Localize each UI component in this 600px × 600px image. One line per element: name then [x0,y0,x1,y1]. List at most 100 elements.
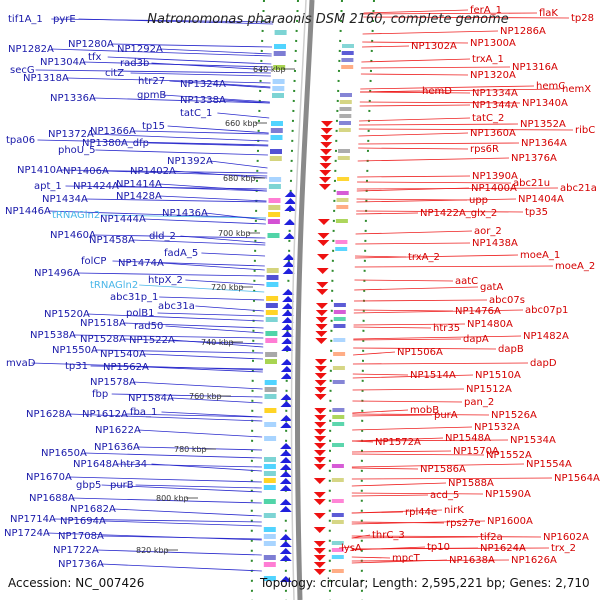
left-gene-label: NP1688A [29,493,75,504]
feature-block [339,121,351,125]
left-connector [66,77,271,84]
right-connector [362,45,410,48]
right-gene-label: NP1286A [500,26,546,37]
reverse-strand-arrow [314,429,327,435]
right-gene-label: NP1438A [472,238,518,249]
feature-block [265,303,278,308]
right-gene-label: tif2a [480,532,503,543]
feature-block [263,499,276,504]
left-gene-label: NP1406A [63,166,109,177]
reverse-strand-arrow [317,233,330,239]
right-gene-label: abc21a [560,183,597,194]
right-gene-label: mobB [410,405,439,416]
feature-block [332,422,345,426]
left-connector [169,80,271,89]
left-connector [37,139,269,146]
left-gene-label: NP1428A [116,191,162,202]
left-connector [151,62,272,71]
right-connector [353,309,454,312]
left-gene-label: NP1366A [90,126,136,137]
reverse-strand-arrow [313,478,326,484]
right-gene-label: NP1400A [471,183,517,194]
right-gene-label: hemC [536,81,565,92]
left-gene-label: NP1336A [50,93,96,104]
forward-strand-arrow [280,401,293,407]
right-gene-label: acd_5 [430,490,459,501]
forward-strand-arrow [279,457,292,463]
feature-block [332,443,344,447]
left-gene-label: NP1324A [180,79,226,90]
left-gene-label: tp15 [142,121,165,132]
left-gene-label: polB1 [126,308,154,319]
right-gene-label: NP1476A [455,306,501,317]
right-gene-label: tatC_2 [472,113,504,124]
right-gene-label: pan_2 [464,397,494,408]
reverse-strand-arrow [313,457,326,463]
right-connector [354,265,554,268]
right-gene-label: NP1510A [475,370,521,381]
feature-block [271,121,283,126]
right-connector [358,142,520,145]
left-connector [130,72,271,77]
left-gene-label: NP1458A [89,235,135,246]
reverse-strand-arrow [318,184,331,190]
right-gene-label: NP1586A [420,464,466,475]
left-gene-label: htr34 [120,459,147,470]
right-gene-label: NP1422A_glx_2 [420,208,497,219]
right-gene-label: NP1588A [448,478,494,489]
forward-strand-arrow [281,303,294,309]
left-connector [35,69,271,74]
left-connector [95,349,264,354]
reverse-strand-arrow [313,548,326,554]
right-connector [358,147,469,150]
right-connector [353,338,462,341]
left-gene-label: NP1578A [90,377,136,388]
right-connector [362,41,469,44]
right-gene-label: NP1552A [486,450,532,461]
right-connector [351,534,371,539]
feature-block [267,233,280,238]
left-connector [159,183,267,192]
right-gene-label: abc21u [513,178,550,189]
right-connector [352,373,409,376]
left-gene-label: NP1520A [44,309,90,320]
left-connector [217,112,270,119]
reverse-strand-arrow [314,408,327,414]
left-gene-label: NP1402A [130,166,176,177]
right-gene-label: rpl44e [405,507,437,518]
right-connector [351,536,479,539]
left-gene-label: NP1292A [117,44,163,55]
reverse-strand-arrow [315,310,328,316]
left-connector [101,563,262,572]
left-gene-label: NP1304A [40,57,86,68]
feature-tracks [250,0,375,600]
right-gene-label: nirK [444,505,464,516]
right-connector [352,450,452,453]
left-gene-label: NP1518A [80,318,126,329]
feature-block [264,422,277,427]
right-gene-label: upp [469,195,488,206]
right-connector [351,556,391,559]
feature-block [266,268,279,273]
left-connector [111,393,263,398]
left-connector [167,125,269,134]
left-connector [139,284,265,293]
feature-block [264,457,276,462]
kbp-label: 720 kbp [211,283,244,292]
forward-strand-arrow [280,415,293,421]
left-connector [133,130,269,135]
right-connector [357,175,471,178]
reverse-strand-arrow [314,436,327,442]
left-gene-label: NP1318A [23,73,69,84]
feature-block [267,219,280,224]
right-gene-label: trx_2 [551,543,576,554]
feature-block [333,310,346,314]
label-connectors [31,9,574,572]
right-connector [363,16,570,19]
reverse-strand-arrow [313,513,326,519]
left-gene-label: NP1380A_dfp [82,138,149,149]
left-connector [87,313,264,322]
kbp-label: 700 kbp [218,229,251,238]
feature-block [336,191,349,195]
right-gene-label: hemD [422,86,452,97]
